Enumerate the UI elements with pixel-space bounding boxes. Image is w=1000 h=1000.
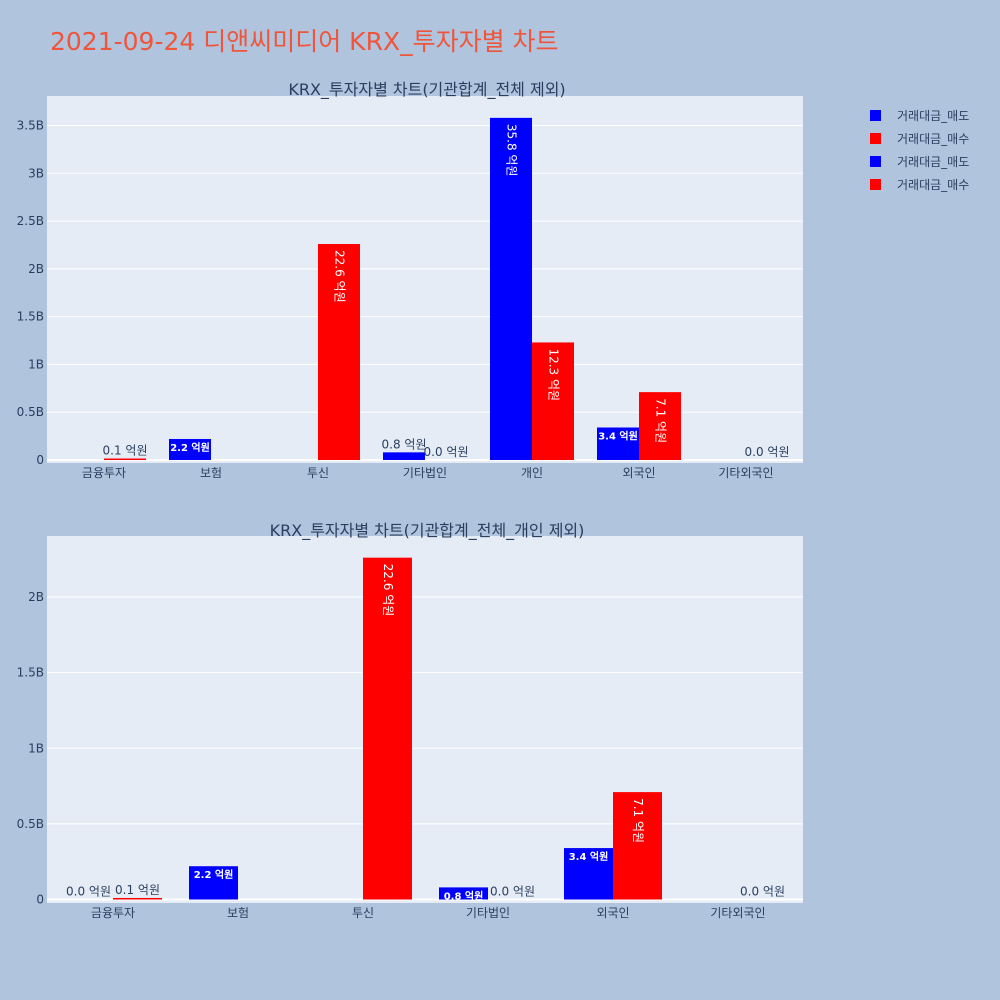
chart-title: KRX_투자자별 차트(기관합계_전체 제외): [288, 80, 565, 100]
plot-area: [47, 536, 803, 903]
y-tick-label: 1.5B: [17, 666, 44, 680]
y-tick-label: 2B: [28, 262, 44, 276]
x-tick-label: 외국인: [596, 906, 629, 920]
chart-panel-2: 0 0.5B 1B 1.5B 2B KRX_투자자별 차트(기관합계_전체_개인 제외) 금…: [17, 521, 803, 920]
legend-item-sell-1[interactable]: 거래대금_매도: [870, 104, 969, 127]
y-tick-label: 3B: [28, 166, 44, 180]
bar-sell[interactable]: [383, 452, 425, 460]
bar-data-label: 0.1 억원: [115, 883, 160, 897]
bar-data-label: 0.0 억원: [490, 885, 535, 899]
x-tick-label: 기타법인: [403, 466, 447, 480]
bar-buy[interactable]: [532, 342, 574, 460]
chart-panel-1: 0 0.5B 1B 1.5B 2B 2.5B 3B 3.5B KRX_투자자별 차트(기관합계_…: [17, 80, 803, 480]
y-tick-label: 2.5B: [17, 214, 44, 228]
x-tick-label: 기타외국인: [718, 466, 773, 480]
y-tick-label: 0.5B: [17, 817, 44, 831]
bar-sell[interactable]: [189, 866, 238, 900]
bar-buy[interactable]: [318, 244, 360, 460]
y-tick-label: 2B: [28, 590, 44, 604]
bar-data-label: 22.6 억원: [381, 564, 395, 617]
bar-data-label: 0.0 억원: [66, 885, 111, 899]
x-tick-label: 금융투자: [91, 906, 135, 920]
x-tick-label: 보험: [200, 466, 222, 480]
x-tick-label: 개인: [521, 466, 543, 480]
legend-swatch-sell: [870, 156, 881, 167]
bar-data-label: 0.0 억원: [745, 445, 790, 459]
bar-buy[interactable]: [363, 557, 412, 900]
bar-data-label: 0.8 억원: [382, 437, 427, 451]
legend-swatch-buy: [870, 133, 881, 144]
bar-data-label: 22.6 억원: [333, 250, 347, 303]
plot-area: [47, 96, 803, 463]
x-tick-label: 금융투자: [82, 466, 126, 480]
y-tick-label: 0: [36, 453, 44, 467]
bar-data-label: 0.0 억원: [740, 885, 785, 899]
legend-label-sell: 거래대금_매도: [897, 109, 970, 123]
y-tick-label: 1.5B: [17, 310, 44, 324]
y-tick-label: 1B: [28, 357, 44, 371]
legend-swatch-sell: [870, 110, 881, 121]
bar-data-label: 35.8 억원: [505, 124, 519, 177]
y-tick-label: 1B: [28, 741, 44, 755]
page-title: 2021-09-24 디앤씨미디어 KRX_투자자별 차트: [50, 27, 559, 56]
y-tick-label: 3.5B: [17, 119, 44, 133]
bar-buy[interactable]: [613, 792, 662, 900]
bar-data-label: 7.1 억원: [631, 798, 645, 843]
bar-sell[interactable]: [439, 887, 488, 900]
bar-data-label: 3.4 억원: [569, 850, 609, 863]
bar-data-label: 2.2 억원: [170, 441, 210, 454]
x-tick-label: 기타외국인: [710, 906, 765, 920]
bar-data-label: 0.0 억원: [424, 445, 469, 459]
bar-sell[interactable]: [564, 848, 613, 900]
bar-data-label: 0.8 억원: [444, 889, 484, 902]
bar-sell[interactable]: [169, 438, 211, 460]
x-tick-label: 보험: [227, 906, 249, 920]
legend: 거래대금_매도 거래대금_매수 거래대금_매도 거래대금_매수: [870, 104, 969, 196]
legend-label-buy: 거래대금_매수: [897, 178, 970, 192]
x-tick-label: 투신: [307, 466, 329, 480]
legend-item-sell-2[interactable]: 거래대금_매도: [870, 150, 969, 173]
bar-buy[interactable]: [639, 392, 681, 460]
bar-data-label: 0.1 억원: [103, 444, 148, 458]
bar-sell[interactable]: [490, 117, 532, 461]
legend-label-sell: 거래대금_매도: [897, 155, 970, 169]
legend-item-buy-1[interactable]: 거래대금_매수: [870, 127, 969, 150]
bar-data-label: 12.3 억원: [547, 348, 561, 401]
legend-label-buy: 거래대금_매수: [897, 132, 970, 146]
y-tick-label: 0: [36, 893, 44, 907]
bar-data-label: 2.2 억원: [194, 868, 234, 881]
bar-buy[interactable]: [113, 897, 162, 900]
x-tick-label: 기타법인: [466, 906, 510, 920]
bar-sell[interactable]: [597, 427, 639, 460]
bar-buy[interactable]: [104, 458, 146, 461]
y-tick-label: 0.5B: [17, 405, 44, 419]
chart-title: KRX_투자자별 차트(기관합계_전체_개인 제외): [270, 521, 585, 541]
bar-data-label: 3.4 억원: [598, 430, 638, 443]
legend-swatch-buy: [870, 179, 881, 190]
legend-item-buy-2[interactable]: 거래대금_매수: [870, 173, 969, 196]
x-tick-label: 외국인: [622, 466, 655, 480]
bar-data-label: 7.1 억원: [654, 398, 668, 443]
x-tick-label: 투신: [352, 906, 374, 920]
